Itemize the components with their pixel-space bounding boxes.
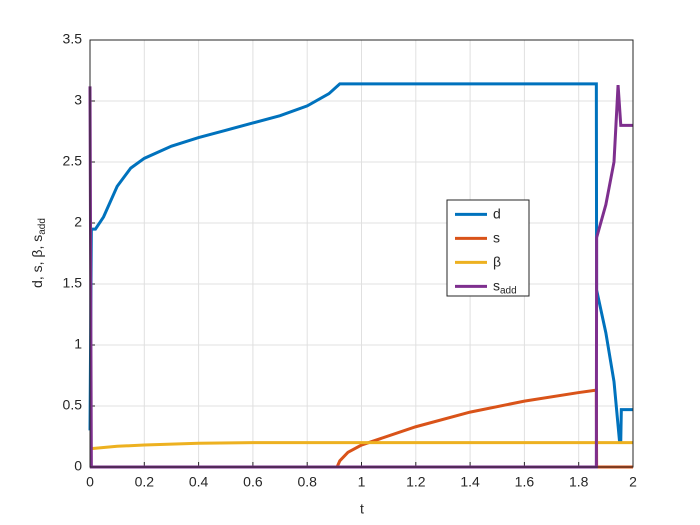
legend-label: s [493, 229, 500, 245]
y-tick-label: 0 [74, 458, 82, 474]
y-axis-label-main: d, s, β, s [29, 235, 45, 288]
y-tick-label: 2.5 [63, 153, 83, 169]
x-tick-label: 1.6 [515, 474, 535, 490]
x-tick-label: 2 [629, 474, 637, 490]
line-series [89, 441, 633, 451]
x-tick-label: 1.2 [406, 474, 426, 490]
legend-label-sub: add [500, 285, 517, 296]
legend-box [446, 199, 530, 297]
x-tick-label: 0 [86, 474, 94, 490]
y-axis-label: d, s, β, sadd [29, 218, 48, 288]
y-axis-label-sub: add [37, 218, 48, 235]
x-tick-label: 0.4 [189, 474, 209, 490]
x-axis-label: t [360, 501, 364, 517]
legend-label-main: s [493, 277, 500, 293]
axes-box [89, 39, 634, 468]
y-tick-label: 0.5 [63, 397, 83, 413]
y-tick-label: 3.5 [63, 31, 83, 47]
y-tick-label: 1.5 [63, 275, 83, 291]
legend-label: sadd [493, 277, 517, 296]
x-tick-label: 0.8 [297, 474, 317, 490]
y-tick-label: 1 [74, 336, 82, 352]
legend-label-main: β [493, 253, 501, 269]
y-tick-label: 2 [74, 214, 82, 230]
line-series [88, 82, 633, 442]
legend-label-main: s [493, 229, 500, 245]
legend-label: d [493, 205, 501, 221]
legend-label-main: d [493, 205, 501, 221]
x-tick-label: 1.4 [460, 474, 480, 490]
x-tick-label: 0.6 [243, 474, 263, 490]
legend-label: β [493, 253, 501, 269]
y-tick-label: 3 [74, 92, 82, 108]
x-tick-label: 1 [358, 474, 366, 490]
x-tick-label: 0.2 [135, 474, 155, 490]
x-tick-label: 1.8 [569, 474, 589, 490]
